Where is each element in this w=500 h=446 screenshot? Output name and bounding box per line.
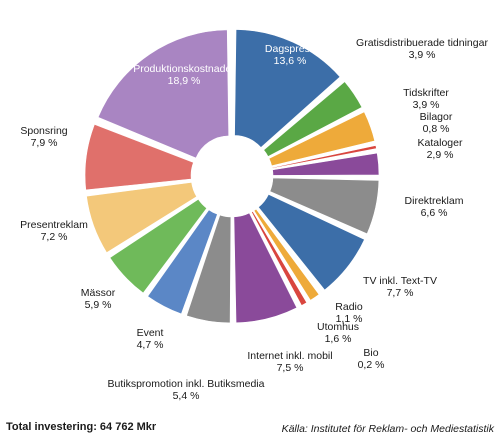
- source-note: Källa: Institutet för Reklam- och Medies…: [281, 423, 494, 435]
- slice-label: Presentreklam 7,2 %: [20, 219, 88, 243]
- slice-kataloger: [272, 152, 380, 176]
- slice-mässor: [109, 198, 208, 294]
- pie-chart: Dagspress 13,6 % Gratisdistribuerade tidni…: [20, 29, 488, 402]
- slice-direktreklam: [269, 177, 380, 235]
- slice-utomhus: [253, 208, 320, 301]
- slice-tidskrifter: [268, 111, 376, 167]
- slice-label: Tidskrifter 3,9 %: [403, 87, 449, 111]
- slice-radio: [251, 210, 308, 306]
- slice-produktionskostnader: [97, 29, 229, 159]
- slice-label: Butikspromotion inkl. Butiksmedia 5,4 %: [108, 378, 265, 402]
- slice-bilagor: [271, 145, 377, 169]
- slice-label: TV inkl. Text-TV 7,7 %: [363, 275, 437, 299]
- slice-label: Mässor 5,9 %: [81, 287, 116, 311]
- slice-label: Sponsring 7,9 %: [20, 125, 67, 149]
- slice-label: Gratisdistribuerade tidningar 3,9 %: [356, 37, 488, 61]
- slice-label: Kataloger 2,9 %: [418, 137, 463, 161]
- pie-slices: [84, 29, 380, 324]
- slice-label: Dagspress 13,6 %: [265, 43, 315, 67]
- slice-sponsring: [84, 124, 194, 191]
- slice-event: [147, 209, 218, 315]
- slice-butikspromotion-inkl-butiksmedia: [186, 214, 232, 324]
- slice-bio: [256, 208, 323, 294]
- slice-dagspress: [234, 29, 341, 148]
- slice-label: Utomhus 1,6 %: [317, 321, 359, 345]
- total-investment: Total investering: 64 762 Mkr: [6, 421, 157, 433]
- slice-label: Bilagor 0,8 %: [420, 111, 453, 135]
- slice-internet-inkl-mobil: [233, 212, 298, 324]
- slice-label: Radio 1,1 %: [335, 301, 363, 325]
- pie-labels: Dagspress 13,6 % Gratisdistribuerade tidni…: [20, 37, 488, 402]
- slice-label: Internet inkl. mobil 7,5 %: [247, 350, 332, 374]
- slice-gratisdistribuerade-tidningar: [263, 81, 363, 157]
- slice-label: Bio 0,2 %: [358, 347, 385, 371]
- slice-label: Produktionskostnader 18,9 %: [133, 63, 235, 87]
- slice-tv-inkl-text-tv: [258, 193, 365, 291]
- slice-label: Direktreklam 6,6 %: [405, 195, 464, 219]
- slice-presentreklam: [86, 182, 198, 254]
- slice-label: Event 4,7 %: [137, 327, 164, 351]
